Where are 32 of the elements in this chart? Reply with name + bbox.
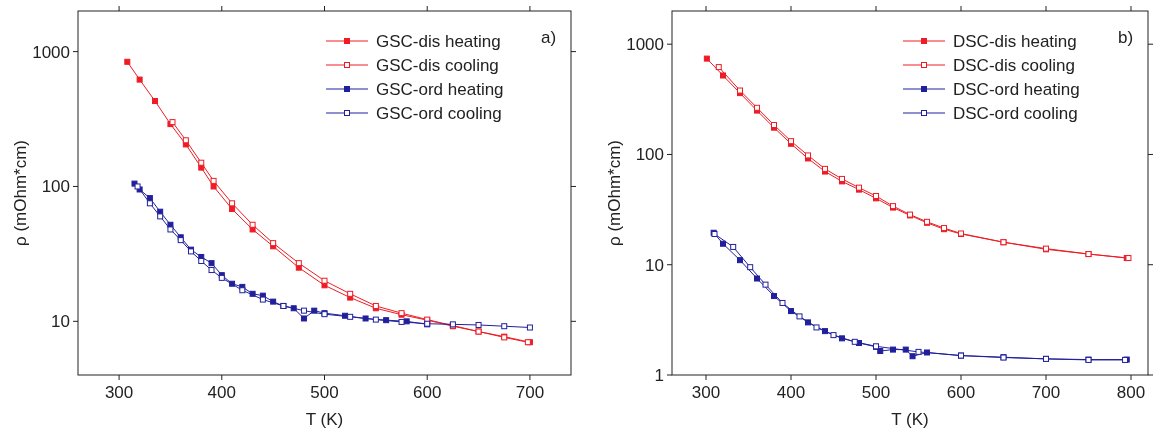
- y-axis-title: ρ (mOhm*cm): [605, 140, 624, 246]
- y-axis-title: ρ (mOhm*cm): [11, 140, 30, 246]
- annotation: a): [541, 28, 557, 47]
- y-tick-label: 100: [635, 145, 664, 165]
- y-tick-label: 1000: [32, 42, 70, 62]
- x-tick-label: 500: [310, 383, 339, 402]
- y-tick-label: 1: [654, 366, 664, 385]
- x-tick-label: 400: [776, 383, 806, 402]
- legend-label: GSC-dis heating: [376, 32, 501, 51]
- x-tick-label: 400: [207, 383, 236, 402]
- legend-label: GSC-ord cooling: [376, 104, 502, 123]
- x-tick-label: 800: [1116, 383, 1146, 402]
- y-tick-label: 100: [41, 177, 70, 197]
- legend-label: DSC-dis cooling: [953, 56, 1075, 75]
- x-tick-label: 700: [515, 383, 545, 402]
- x-tick-label: 600: [413, 383, 442, 402]
- x-tick-label: 600: [946, 383, 976, 402]
- y-tick-label: 10: [645, 255, 664, 275]
- x-tick-label: 700: [1031, 383, 1061, 402]
- x-axis-title: T (K): [891, 410, 929, 429]
- legend-label: DSC-ord cooling: [953, 104, 1078, 123]
- x-tick-label: 300: [691, 383, 721, 402]
- legend-label: DSC-dis heating: [953, 32, 1077, 51]
- x-axis-title: T (K): [305, 410, 344, 429]
- legend-label: DSC-ord heating: [953, 80, 1080, 99]
- x-tick-label: 300: [104, 383, 134, 402]
- y-tick-label: 1000: [626, 35, 664, 55]
- y-tick-label: 10: [51, 312, 70, 332]
- annotation: b): [1118, 28, 1134, 47]
- legend-label: GSC-ord heating: [376, 80, 504, 99]
- x-tick-label: 500: [861, 383, 891, 402]
- legend-label: GSC-dis cooling: [376, 56, 499, 75]
